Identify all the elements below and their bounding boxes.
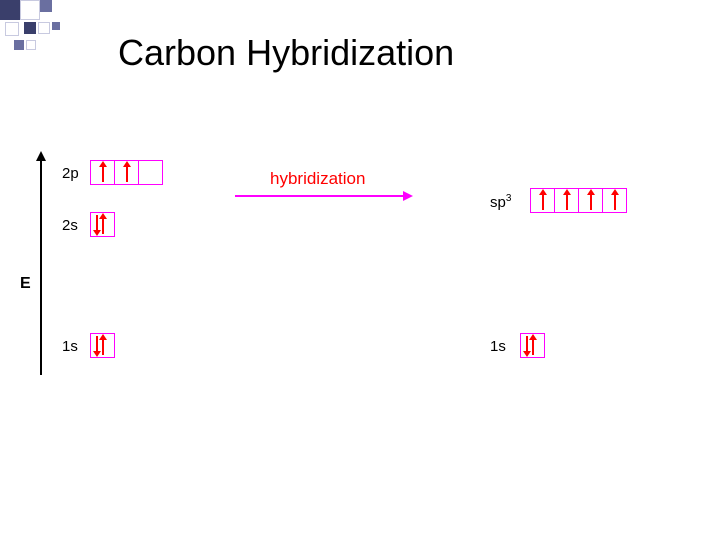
electron-up-icon [102, 163, 104, 182]
orbital-box [90, 333, 115, 358]
boxes-1s-left [90, 333, 115, 358]
decoration-square [24, 22, 36, 34]
diagram-area: E 2p 2s 1s hybridization sp3 1s [10, 155, 710, 415]
electron-down-icon [96, 215, 98, 234]
electron-up-icon [532, 336, 534, 355]
orbital-box [578, 188, 603, 213]
electron-up-icon [126, 163, 128, 182]
label-sp3: sp3 [490, 193, 511, 211]
page-title: Carbon Hybridization [118, 32, 454, 74]
orbital-box [530, 188, 555, 213]
decoration-square [38, 22, 50, 34]
label-1s-left: 1s [62, 338, 78, 355]
hybridization-arrow-icon [235, 195, 405, 197]
label-2s: 2s [62, 217, 78, 234]
decoration-square [0, 0, 20, 20]
electron-up-icon [542, 191, 544, 210]
hybridization-label: hybridization [270, 169, 365, 189]
boxes-1s-right [520, 333, 545, 358]
decoration-square [14, 40, 24, 50]
decoration-square [5, 22, 19, 36]
decoration-square [20, 0, 40, 20]
electron-down-icon [96, 336, 98, 355]
orbital-box [90, 212, 115, 237]
electron-down-icon [526, 336, 528, 355]
energy-axis-arrowhead [36, 151, 46, 161]
boxes-2s [90, 212, 115, 237]
decoration-square [52, 22, 60, 30]
electron-up-icon [614, 191, 616, 210]
boxes-sp3 [530, 188, 627, 213]
energy-axis-line [40, 155, 42, 375]
electron-up-icon [102, 215, 104, 234]
orbital-box [554, 188, 579, 213]
electron-up-icon [590, 191, 592, 210]
orbital-box [138, 160, 163, 185]
orbital-box [114, 160, 139, 185]
orbital-box [90, 160, 115, 185]
label-1s-right: 1s [490, 338, 506, 355]
corner-decoration [0, 0, 100, 70]
decoration-square [26, 40, 36, 50]
orbital-box [520, 333, 545, 358]
electron-up-icon [566, 191, 568, 210]
electron-up-icon [102, 336, 104, 355]
decoration-square [40, 0, 52, 12]
label-2p: 2p [62, 165, 79, 182]
boxes-2p [90, 160, 163, 185]
energy-axis-label: E [20, 275, 31, 293]
orbital-box [602, 188, 627, 213]
